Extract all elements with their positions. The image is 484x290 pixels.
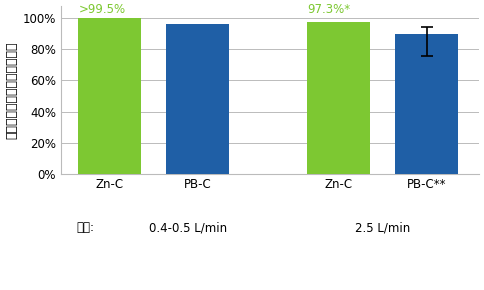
Text: 流量:: 流量:: [76, 221, 94, 234]
Y-axis label: 溶存態放射性セシウム回収率: 溶存態放射性セシウム回収率: [5, 41, 18, 139]
Text: 2.5 L/min: 2.5 L/min: [354, 221, 409, 234]
Text: 0.4-0.5 L/min: 0.4-0.5 L/min: [149, 221, 227, 234]
Bar: [306, 22, 369, 174]
Bar: [394, 35, 457, 174]
Bar: [77, 18, 141, 174]
Text: 97.3%*: 97.3%*: [307, 3, 350, 17]
Bar: [166, 23, 229, 174]
Text: >99.5%: >99.5%: [78, 3, 125, 17]
